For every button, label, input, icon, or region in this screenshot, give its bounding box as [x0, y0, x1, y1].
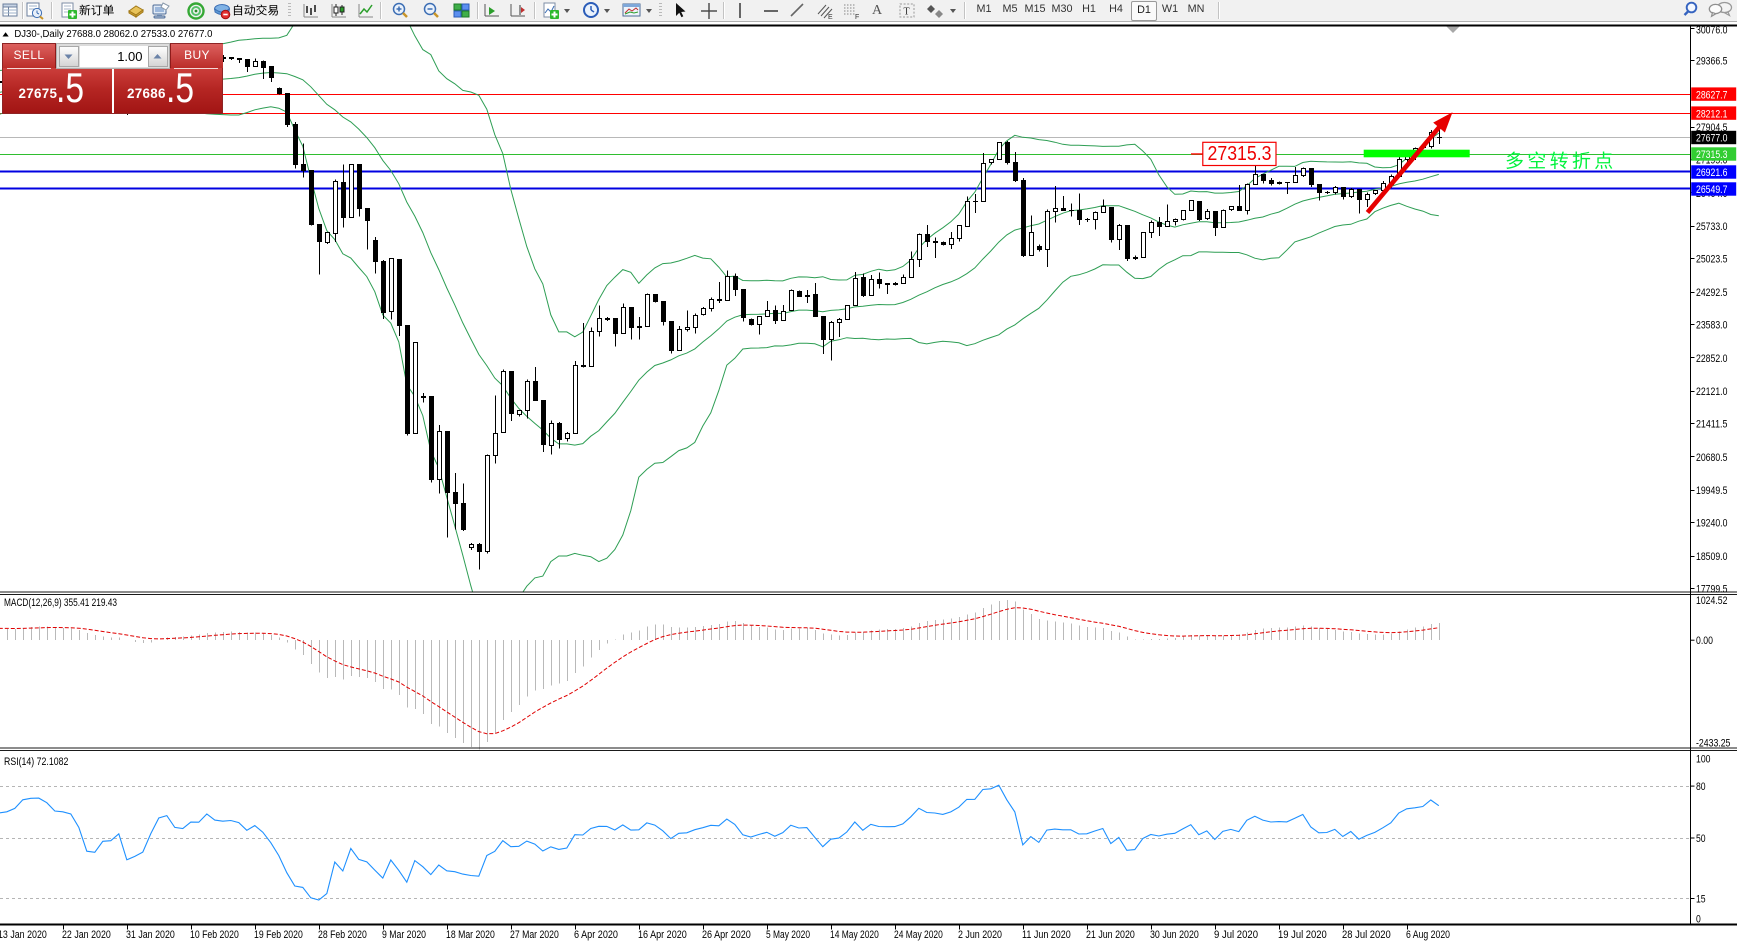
- svg-text:17799.5: 17799.5: [1696, 583, 1727, 595]
- svg-text:16 Apr 2020: 16 Apr 2020: [638, 929, 687, 941]
- svg-text:27315.3: 27315.3: [1208, 142, 1272, 165]
- svg-text:28212.1: 28212.1: [1696, 108, 1727, 120]
- svg-text:26921.6: 26921.6: [1696, 167, 1727, 179]
- svg-text:9 Jul 2020: 9 Jul 2020: [1214, 929, 1258, 941]
- svg-text:DJ30-,Daily 27688.0 28062.0 2: DJ30-,Daily 27688.0 28062.0 27533.0 2767…: [14, 29, 212, 40]
- svg-text:-2433.25: -2433.25: [1696, 737, 1730, 749]
- svg-text:26549.7: 26549.7: [1696, 184, 1727, 196]
- svg-text:27 Mar 2020: 27 Mar 2020: [510, 929, 559, 941]
- svg-text:28627.7: 28627.7: [1696, 89, 1727, 101]
- svg-text:19949.5: 19949.5: [1696, 485, 1727, 497]
- svg-text:27677.0: 27677.0: [1696, 133, 1727, 145]
- svg-text:27315.3: 27315.3: [1696, 149, 1727, 161]
- svg-text:28 Feb 2020: 28 Feb 2020: [318, 929, 367, 941]
- svg-text:6 Apr 2020: 6 Apr 2020: [574, 929, 618, 941]
- svg-text:22852.0: 22852.0: [1696, 353, 1727, 365]
- svg-text:31 Jan 2020: 31 Jan 2020: [126, 929, 175, 941]
- svg-text:21411.5: 21411.5: [1696, 419, 1727, 431]
- svg-text:28 Jul 2020: 28 Jul 2020: [1342, 929, 1391, 941]
- svg-text:0: 0: [1696, 914, 1701, 926]
- svg-text:2 Jun 2020: 2 Jun 2020: [958, 929, 1002, 941]
- svg-text:50: 50: [1696, 833, 1706, 845]
- svg-text:19240.0: 19240.0: [1696, 518, 1727, 530]
- svg-text:13 Jan 2020: 13 Jan 2020: [0, 929, 47, 941]
- svg-text:14 May 2020: 14 May 2020: [830, 929, 879, 941]
- svg-text:MACD(12,26,9) 355.41 219.43: MACD(12,26,9) 355.41 219.43: [4, 597, 117, 609]
- svg-text:6 Aug 2020: 6 Aug 2020: [1406, 929, 1450, 941]
- svg-text:22121.0: 22121.0: [1696, 386, 1727, 398]
- svg-text:10 Feb 2020: 10 Feb 2020: [190, 929, 239, 941]
- svg-text:30076.0: 30076.0: [1696, 25, 1727, 37]
- svg-text:1024.52: 1024.52: [1696, 595, 1727, 607]
- svg-text:18 Mar 2020: 18 Mar 2020: [446, 929, 495, 941]
- svg-text:80: 80: [1696, 781, 1706, 793]
- svg-text:19 Jul 2020: 19 Jul 2020: [1278, 929, 1327, 941]
- svg-text:E: E: [828, 14, 833, 21]
- svg-text:26 Apr 2020: 26 Apr 2020: [702, 929, 751, 941]
- svg-text:30 Jun 2020: 30 Jun 2020: [1150, 929, 1199, 941]
- svg-text:21 Jun 2020: 21 Jun 2020: [1086, 929, 1135, 941]
- svg-text:23583.0: 23583.0: [1696, 319, 1727, 331]
- svg-text:29366.5: 29366.5: [1696, 55, 1727, 67]
- svg-text:24 May 2020: 24 May 2020: [894, 929, 943, 941]
- svg-text:25023.5: 25023.5: [1696, 254, 1727, 266]
- svg-text:RSI(14) 72.1082: RSI(14) 72.1082: [4, 756, 68, 768]
- svg-text:100: 100: [1696, 754, 1711, 766]
- svg-text:24292.5: 24292.5: [1696, 287, 1727, 299]
- svg-text:0.00: 0.00: [1696, 635, 1713, 647]
- svg-text:20680.5: 20680.5: [1696, 452, 1727, 464]
- svg-text:F: F: [855, 14, 859, 21]
- svg-text:15: 15: [1696, 894, 1706, 906]
- svg-text:5 May 2020: 5 May 2020: [766, 929, 810, 941]
- svg-text:11 Jun 2020: 11 Jun 2020: [1022, 929, 1071, 941]
- svg-text:18509.0: 18509.0: [1696, 551, 1727, 563]
- svg-text:9 Mar 2020: 9 Mar 2020: [382, 929, 426, 941]
- svg-text:25733.0: 25733.0: [1696, 221, 1727, 233]
- svg-text:19 Feb 2020: 19 Feb 2020: [254, 929, 303, 941]
- svg-text:22 Jan 2020: 22 Jan 2020: [62, 929, 111, 941]
- svg-text:T: T: [904, 7, 910, 18]
